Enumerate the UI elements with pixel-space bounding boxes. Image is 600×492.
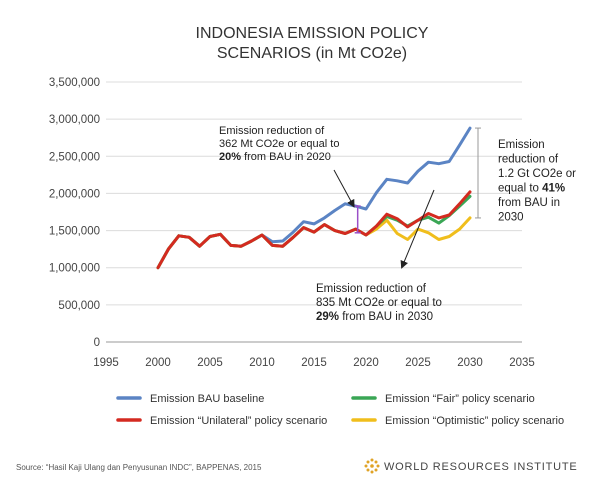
x-tick-label: 2010	[249, 357, 275, 369]
y-tick-label: 3,000,000	[49, 114, 100, 126]
legend-label-3: Emission “Optimistic” policy scenario	[385, 415, 564, 427]
y-tick-label: 3,500,000	[49, 77, 100, 89]
y-tick-label: 2,500,000	[49, 151, 100, 163]
wri-logo-icon	[364, 458, 380, 474]
x-tick-label: 2025	[405, 357, 431, 369]
y-tick-label: 1,500,000	[49, 226, 100, 238]
reduction-markers	[354, 127, 481, 234]
x-tick-label: 2000	[145, 357, 171, 369]
x-tick-label: 1995	[93, 357, 119, 369]
brand-name: WORLD RESOURCES INSTITUTE	[384, 461, 578, 473]
chart-title-line: SCENARIOS (in Mt CO2e)	[217, 45, 407, 62]
grid-lines	[106, 81, 522, 343]
x-tick-label: 2030	[457, 357, 483, 369]
legend-label-2: Emission “Unilateral” policy scenario	[150, 415, 327, 427]
annotation-2030-41-line: from BAU in	[498, 197, 560, 209]
legend: Emission BAU baseline Emission “Fair” pol…	[116, 393, 564, 427]
annotation-2030-29-arrow	[400, 189, 435, 269]
series-line-2	[156, 190, 472, 270]
y-tick-label: 2,000,000	[49, 188, 100, 200]
annotation-2030-41-line: reduction of	[498, 154, 559, 166]
annotation-2020-line: 20% from BAU in 2020	[219, 151, 331, 163]
annotation-2030-41-line: equal to 41%	[498, 183, 565, 195]
annotation-2020-arrow	[333, 169, 355, 208]
annotation-2030-41-line: Emission	[498, 139, 545, 151]
footer: Source: “Hasil Kaji Ulang dan Penyusunan…	[16, 458, 578, 474]
y-tick-label: 0	[94, 337, 100, 349]
chart-title-line: INDONESIA EMISSION POLICY	[196, 25, 429, 42]
x-tick-label: 2005	[197, 357, 223, 369]
source-note: Source: “Hasil Kaji Ulang dan Penyusunan…	[16, 463, 262, 472]
annotation-2030-29-line: 29% from BAU in 2030	[316, 311, 433, 323]
y-tick-label: 1,000,000	[49, 263, 100, 275]
axes: 0 500,000 1,000,000 1,500,000 2,000,000 2,500…	[49, 77, 535, 369]
annotation-2030-41-line: 2030	[498, 212, 524, 224]
annotation-2030-29-line: 835 Mt CO2e or equal to	[316, 297, 442, 309]
chart-title: INDONESIA EMISSION POLICY SCENARIOS (in M…	[196, 25, 429, 62]
annotation-2020-line: Emission reduction of	[219, 125, 325, 137]
x-tick-label: 2035	[509, 357, 535, 369]
annotation-2020-line: 362 Mt CO2e or equal to	[219, 138, 339, 150]
y-tick-label: 500,000	[58, 300, 100, 312]
annotation-2030-29-line: Emission reduction of	[316, 283, 427, 295]
x-tick-label: 2020	[353, 357, 379, 369]
annotation-2030-41-line: 1.2 Gt CO2e or	[498, 168, 576, 180]
legend-label-1: Emission “Fair” policy scenario	[385, 393, 535, 405]
legend-label-0: Emission BAU baseline	[150, 393, 264, 405]
x-tick-label: 2015	[301, 357, 327, 369]
